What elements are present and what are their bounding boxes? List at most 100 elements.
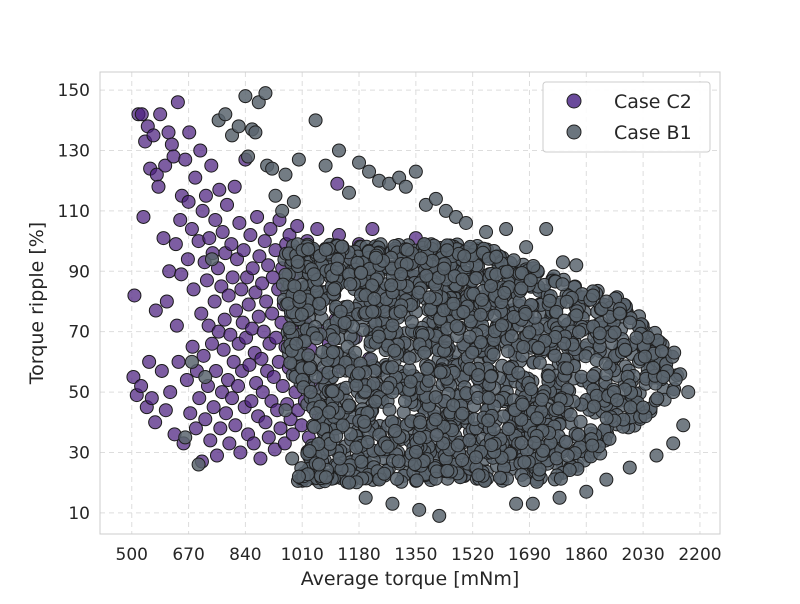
point-case-c2 [156,231,171,246]
point-case-b1 [532,462,547,477]
point-case-c2 [151,179,166,194]
point-case-b1 [494,318,509,333]
point-case-b1 [352,155,367,170]
point-case-b1 [409,473,424,488]
point-case-b1 [504,329,519,344]
point-case-b1 [231,119,246,134]
point-case-b1 [514,436,529,450]
point-case-b1 [517,455,532,470]
point-case-b1 [382,402,397,417]
point-case-b1 [393,304,408,319]
point-case-c2 [195,203,210,218]
point-case-b1 [428,191,443,206]
point-case-b1 [292,289,307,304]
point-case-b1 [326,332,341,347]
point-case-b1 [563,407,578,422]
point-case-b1 [506,310,521,324]
point-case-b1 [515,397,530,412]
point-case-b1 [278,167,293,182]
x-tick-label: 1010 [281,545,324,565]
point-case-b1 [281,296,296,311]
point-case-b1 [282,321,297,336]
point-case-c2 [153,107,168,122]
point-case-b1 [551,401,566,416]
point-case-c2 [220,197,235,212]
point-case-b1 [474,292,489,307]
point-case-b1 [332,451,347,466]
point-case-c2 [188,170,203,185]
point-case-b1 [462,329,477,344]
point-case-b1 [481,413,496,428]
point-case-b1 [403,374,418,389]
point-case-b1 [290,254,305,269]
point-case-b1 [365,278,380,293]
point-case-b1 [560,361,575,376]
point-case-b1 [258,86,273,101]
point-case-b1 [422,290,437,305]
point-case-b1 [569,258,584,273]
point-case-b1 [384,278,399,293]
point-case-c2 [232,215,247,230]
point-case-b1 [446,398,461,413]
point-case-c2 [217,312,232,327]
point-case-b1 [516,340,531,354]
point-case-b1 [571,427,586,442]
point-case-c2 [164,137,179,152]
point-case-b1 [530,411,544,426]
point-case-b1 [354,265,369,280]
point-case-b1 [681,385,696,400]
point-case-c2 [277,436,292,451]
point-case-b1 [238,89,253,104]
point-case-c2 [211,324,226,339]
point-case-c2 [182,125,197,140]
point-case-b1 [463,314,478,329]
series-case-b1 [178,86,696,523]
point-case-b1 [429,428,444,443]
point-case-c2 [310,222,325,237]
point-case-c2 [245,321,260,336]
point-case-b1 [509,496,524,511]
point-case-b1 [511,365,526,380]
point-case-c2 [208,212,223,227]
point-case-b1 [500,264,515,279]
point-case-b1 [265,161,280,176]
point-case-b1 [514,412,529,427]
point-case-b1 [334,239,349,254]
legend-marker-case-c2 [566,93,582,109]
point-case-b1 [636,400,651,415]
point-case-c2 [242,357,257,372]
point-case-b1 [407,457,422,471]
point-case-b1 [455,453,470,467]
point-case-b1 [469,450,483,465]
point-case-b1 [527,435,542,450]
point-case-c2 [246,436,261,451]
point-case-b1 [414,251,428,266]
point-case-c2 [212,182,227,197]
y-axis-label: Torque ripple [%] [26,222,48,385]
point-case-c2 [365,222,380,237]
point-case-b1 [325,384,340,399]
point-case-c2 [204,158,219,173]
point-case-c2 [183,406,198,421]
point-case-c2 [261,430,276,445]
point-case-b1 [358,490,373,505]
point-case-b1 [462,433,477,448]
point-case-c2 [192,391,207,406]
point-case-b1 [539,222,554,237]
point-case-b1 [283,355,298,370]
point-case-b1 [385,360,400,375]
y-tick-label: 150 [58,81,90,101]
point-case-b1 [322,405,337,420]
x-tick-label: 2030 [621,545,664,565]
point-case-b1 [307,267,321,282]
x-axis-label: Average torque [mNm] [301,568,520,590]
point-case-b1 [547,348,562,363]
point-case-c2 [234,282,249,297]
point-case-b1 [278,403,293,418]
point-case-c2 [265,306,280,321]
point-case-b1 [525,496,540,511]
point-case-b1 [360,435,375,450]
point-case-b1 [218,107,233,122]
point-case-b1 [487,308,502,323]
